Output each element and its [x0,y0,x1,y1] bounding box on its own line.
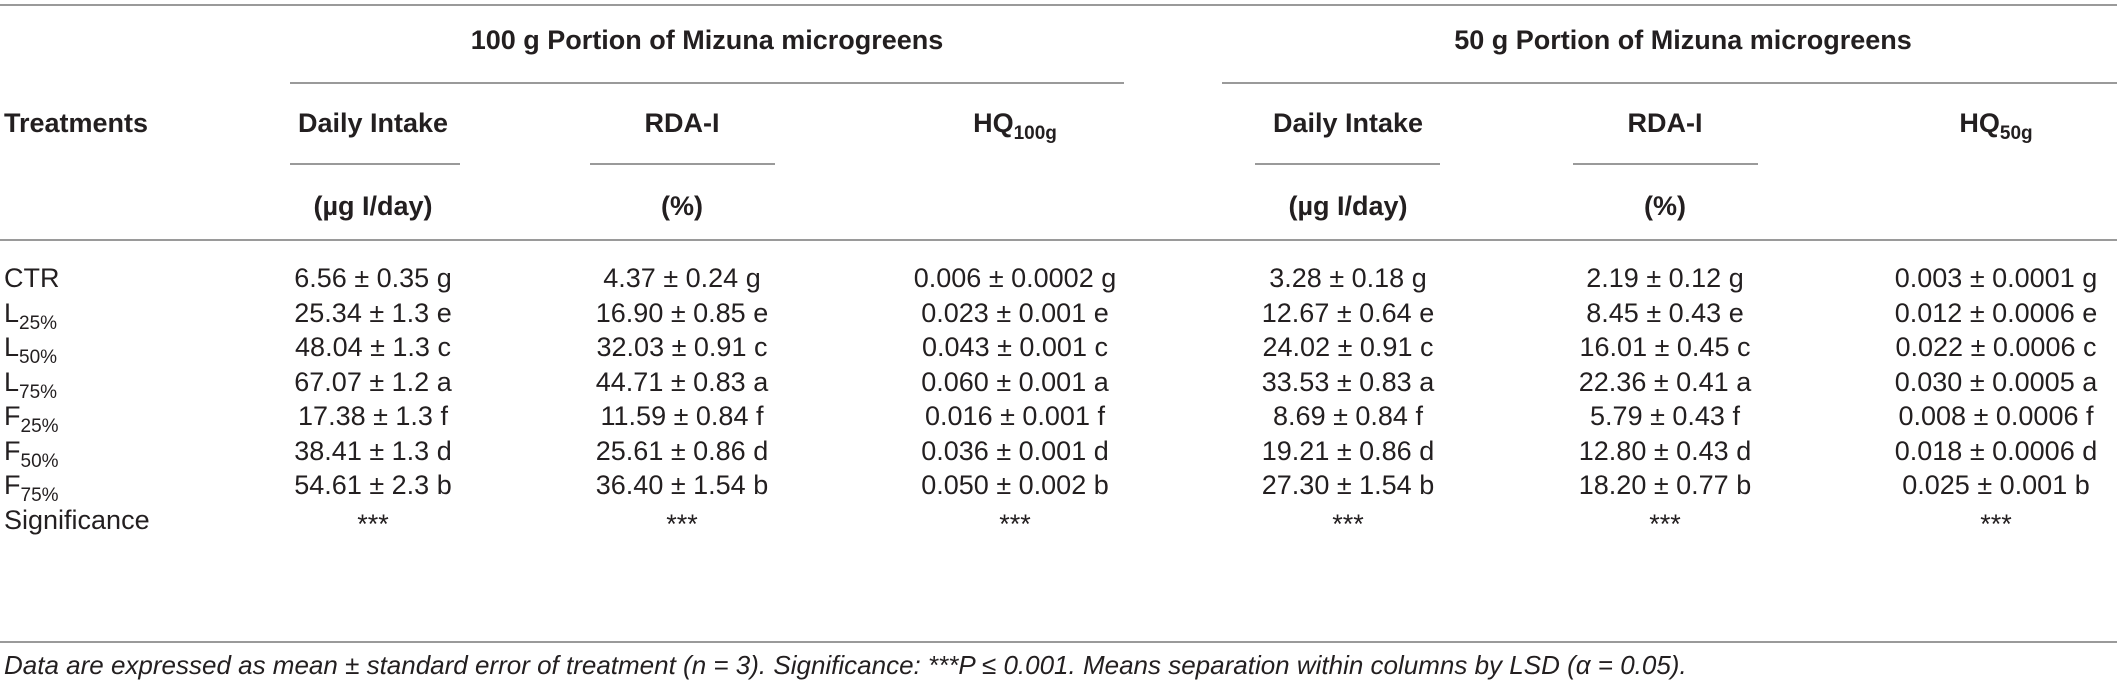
header-bottom-rule [0,239,2117,241]
table-cell: 0.023 ± 0.001 e [921,297,1109,328]
row-treatment-label: L50% [4,332,58,368]
col-header-rda-50g: RDA-I [1627,108,1703,138]
table-cell: 8.69 ± 0.84 f [1273,401,1423,431]
col-header-daily-intake-50g: Daily Intake [1272,108,1424,138]
table-cell: 6.56 ± 0.35 g [294,263,452,293]
table-cell: *** [1980,508,2012,539]
table-cell: 54.61 ± 2.3 b [294,470,452,500]
row-treatment-label: L25% [4,297,58,334]
subrule-daily-intake-100g [290,163,460,165]
table-cell: 25.61 ± 0.86 d [595,435,769,466]
table-cell: 0.043 ± 0.001 c [922,332,1108,362]
table-cell: 16.01 ± 0.45 c [1579,332,1751,362]
bottom-rule [0,641,2117,643]
table-cell: *** [1332,508,1364,539]
table-cell: 0.060 ± 0.001 a [921,366,1109,397]
table-cell: 0.030 ± 0.0005 a [1894,366,2098,397]
table-cell: 0.006 ± 0.0002 g [913,263,1117,293]
col-unit-daily-intake-100g: (µg I/day) [313,191,433,221]
table-cell: 12.80 ± 0.43 d [1578,435,1752,466]
row-treatment-label: F25% [4,401,59,437]
table-cell: 22.36 ± 0.41 a [1578,366,1752,397]
table-cell: 38.41 ± 1.3 d [294,435,452,466]
table-cell: 0.008 ± 0.0006 f [1898,401,2094,431]
table-cell: 19.21 ± 0.86 d [1261,435,1435,466]
table-cell: 0.050 ± 0.002 b [921,470,1109,500]
table-cell: *** [999,508,1031,539]
row-treatment-label: L75% [4,366,58,403]
table-cell: 2.19 ± 0.12 g [1586,263,1744,293]
table-cell: 0.022 ± 0.0006 c [1895,332,2097,362]
table-cell: 17.38 ± 1.3 f [298,401,448,431]
treatments-header: Treatments [4,108,149,138]
row-treatment-label: CTR [4,263,60,293]
table-cell: 12.67 ± 0.64 e [1261,297,1435,328]
row-treatment-label: Significance [4,504,150,535]
table-cell: 27.30 ± 1.54 b [1261,470,1435,500]
col-header-daily-intake-100g: Daily Intake [297,108,449,138]
col-unit-rda-100g: (%) [661,191,703,221]
table-cell: 3.28 ± 0.18 g [1269,263,1427,293]
table-footnote: Data are expressed as mean ± standard er… [4,650,1687,680]
col-header-hq-50g: HQ50g [1959,108,2033,144]
table-cell: 32.03 ± 0.91 c [596,332,768,362]
table-cell: 18.20 ± 0.77 b [1578,470,1752,500]
group-rule-50g [1222,82,2117,84]
table-cell: 24.02 ± 0.91 c [1262,332,1434,362]
table-cell: *** [666,508,698,539]
group-header-100g: 100 g Portion of Mizuna microgreens [470,25,944,55]
table-cell: 0.018 ± 0.0006 d [1894,435,2098,466]
table-cell: 0.003 ± 0.0001 g [1894,263,2098,293]
subrule-daily-intake-50g [1255,163,1440,165]
row-treatment-label: F50% [4,435,59,472]
subrule-rda-100g [590,163,775,165]
table-cell: 0.012 ± 0.0006 e [1894,297,2098,328]
col-header-hq-100g: HQ100g [973,108,1057,144]
top-rule [0,4,2117,6]
table-cell: 16.90 ± 0.85 e [595,297,769,328]
group-header-50g: 50 g Portion of Mizuna microgreens [1454,25,1912,55]
table-cell: 0.025 ± 0.001 b [1902,470,2090,500]
table-cell: *** [1649,508,1681,539]
group-rule-100g [290,82,1124,84]
table-cell: 67.07 ± 1.2 a [294,366,452,397]
col-unit-daily-intake-50g: (µg I/day) [1288,191,1408,221]
table-cell: 4.37 ± 0.24 g [603,263,761,293]
table-cell: 0.016 ± 0.001 f [925,401,1105,431]
table-cell: 0.036 ± 0.001 d [921,435,1109,466]
table-cell: 8.45 ± 0.43 e [1586,297,1744,328]
table-cell: 11.59 ± 0.84 f [600,401,764,431]
table-cell: 36.40 ± 1.54 b [595,470,769,500]
table-cell: 5.79 ± 0.43 f [1590,401,1740,431]
table-cell: 25.34 ± 1.3 e [294,297,452,328]
table-cell: *** [357,508,389,539]
table-cell: 44.71 ± 0.83 a [595,366,769,397]
subrule-rda-50g [1573,163,1758,165]
table-cell: 33.53 ± 0.83 a [1261,366,1435,397]
col-unit-rda-50g: (%) [1644,191,1686,221]
row-treatment-label: F75% [4,470,59,506]
col-header-rda-100g: RDA-I [644,108,720,138]
table-cell: 48.04 ± 1.3 c [295,332,451,362]
